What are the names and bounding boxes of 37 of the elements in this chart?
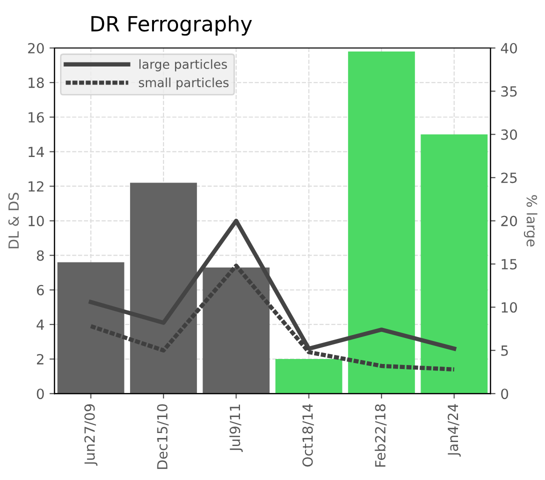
x-tick-label: Jul9/11 [229,404,243,452]
legend-label: small particles [138,78,229,90]
y-tick-label: 0 [36,388,44,400]
bar [202,267,270,394]
y-tick-label: 10 [28,216,44,226]
y2-axis-title: % large [524,195,538,246]
x-tick-label: Jan4/24 [448,404,461,457]
x-tick-label: Oct18/14 [302,404,314,467]
y-tick-label: 12 [28,181,44,192]
y-tick-label: 18 [28,78,44,88]
bar [130,182,197,394]
y2-tick-label: 0 [501,388,508,400]
legend-label: large particles [139,59,227,72]
y2-tick-label: 20 [501,216,517,226]
y2-tick-label: 40 [500,42,517,54]
bar [348,51,415,394]
y-tick-label: 14 [28,146,44,157]
y-tick-label: 4 [36,320,44,330]
y2-tick-label: 5 [501,346,508,356]
bar [57,262,124,394]
y-tick-label: 6 [36,284,44,296]
y-tick-label: 20 [28,42,44,54]
y2-tick-label: 25 [501,172,517,184]
y-axis-title: DL & DS [8,192,19,248]
y2-tick-label: 10 [502,302,517,313]
x-tick-label: Jun27/09 [84,404,98,466]
x-tick-label: Feb22/18 [374,404,387,467]
x-tick-label: Dec15/10 [157,404,169,469]
y-tick-label: 8 [36,250,44,261]
bar [275,359,342,394]
chart-title: DR Ferrography [91,16,252,36]
y2-tick-label: 35 [501,86,517,97]
y-tick-label: 2 [36,354,44,364]
y2-tick-label: 15 [502,259,517,270]
y-tick-label: 16 [28,112,44,123]
bar [420,134,488,394]
y2-tick-label: 30 [501,129,517,140]
